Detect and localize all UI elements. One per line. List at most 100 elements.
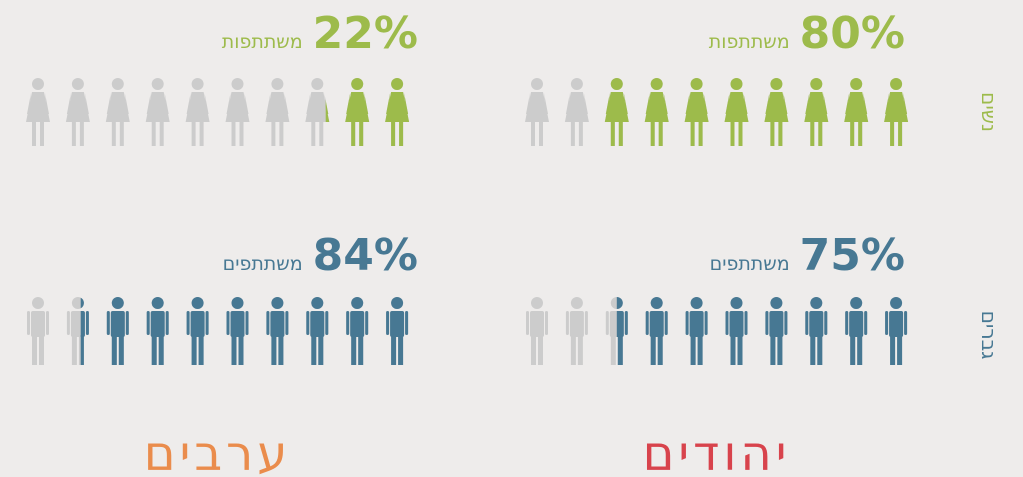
icon-leg [777, 335, 783, 365]
icon-leg [730, 335, 736, 365]
icon-torso [616, 311, 624, 337]
icon-leg [39, 335, 44, 365]
icon-leg [79, 121, 84, 146]
icon-leg [578, 121, 583, 146]
icon-arm [565, 311, 569, 335]
icon-head [770, 297, 783, 309]
icon-torso [530, 311, 544, 337]
icon-leg [698, 121, 703, 146]
icon-leg [617, 335, 623, 365]
icon-head [191, 78, 204, 90]
icon-row-fill [325, 78, 410, 146]
icon-head [690, 78, 703, 90]
icon-leg [391, 335, 397, 365]
icon-arm [845, 311, 849, 335]
icon-head [531, 297, 543, 309]
icon-torso [310, 311, 325, 337]
icon-head [730, 78, 743, 90]
icon-torso [689, 311, 704, 337]
icon-arms [325, 93, 329, 114]
icon-head [650, 78, 663, 90]
icon-dress [525, 92, 549, 122]
icon-torso [190, 311, 205, 337]
icon-leg [318, 335, 324, 365]
icon-head [690, 297, 703, 309]
icon-arm [664, 311, 668, 335]
icon-arm [685, 311, 689, 335]
icon-arm [405, 311, 409, 335]
icon-leg [191, 335, 197, 365]
icon-arm [46, 311, 49, 335]
icon-leg [650, 335, 656, 365]
icon-head [531, 78, 543, 90]
icon-arms [226, 93, 249, 114]
icon-torso [31, 311, 45, 337]
icon-head [32, 297, 44, 309]
icon-head [151, 297, 164, 309]
icon-dress [564, 92, 589, 122]
icon-leg [531, 121, 535, 146]
icon-dress [26, 92, 50, 122]
icon-arm [285, 311, 289, 335]
icon-head [391, 297, 404, 309]
icon-torso [110, 311, 125, 337]
icon-leg [539, 121, 543, 146]
icon-arm [266, 311, 270, 335]
icon-leg [271, 335, 277, 365]
icon-arm [645, 311, 649, 335]
icon-leg [538, 335, 543, 365]
icon-dress [65, 92, 90, 122]
icon-dress [385, 92, 410, 122]
icon-leg [650, 121, 655, 146]
icon-leg [191, 121, 196, 146]
value-label: 22% [313, 8, 418, 59]
icon-arms [66, 93, 89, 114]
icon-arms [106, 93, 129, 114]
caption: משתתפות [709, 31, 790, 53]
icon-leg [391, 121, 396, 146]
icon-leg [271, 121, 276, 146]
icon-leg [279, 121, 284, 146]
icon-dress [844, 92, 869, 122]
icon-head [850, 78, 863, 90]
icon-arm [205, 311, 209, 335]
icon-head [71, 78, 84, 90]
icon-arm [904, 311, 908, 335]
icon-leg [810, 335, 816, 365]
icon-torso [649, 311, 664, 337]
icon-row-fill [616, 297, 908, 365]
icon-leg [198, 335, 204, 365]
icon-arm [186, 311, 190, 335]
icon-leg [770, 335, 776, 365]
icon-leg [231, 121, 236, 146]
icon-leg [610, 121, 615, 146]
value-label: 80% [800, 8, 905, 59]
icon-head [271, 297, 284, 309]
icon-dress [105, 92, 130, 122]
icon-leg [890, 335, 896, 365]
icon-head [231, 297, 244, 309]
icon-dress [764, 92, 789, 122]
icon-dress [345, 92, 370, 122]
icon-dress [225, 92, 250, 122]
icon-arm [784, 311, 788, 335]
icon-leg [111, 121, 116, 146]
icon-leg [358, 335, 364, 365]
icon-leg [737, 335, 743, 365]
icon-arm [824, 311, 828, 335]
icon-head [810, 78, 823, 90]
icon-leg [817, 335, 823, 365]
icon-arm [27, 311, 30, 335]
icon-torso [769, 311, 784, 337]
icon-head [111, 297, 124, 309]
icon-arm [125, 311, 129, 335]
icon-arm [584, 311, 588, 335]
icon-leg [657, 335, 663, 365]
icon-leg [618, 121, 623, 146]
icon-head [890, 297, 903, 309]
icon-torso [270, 311, 285, 337]
icon-leg [531, 335, 536, 365]
icon-dress [604, 92, 629, 122]
icon-leg [570, 121, 575, 146]
icon-arm [744, 311, 748, 335]
